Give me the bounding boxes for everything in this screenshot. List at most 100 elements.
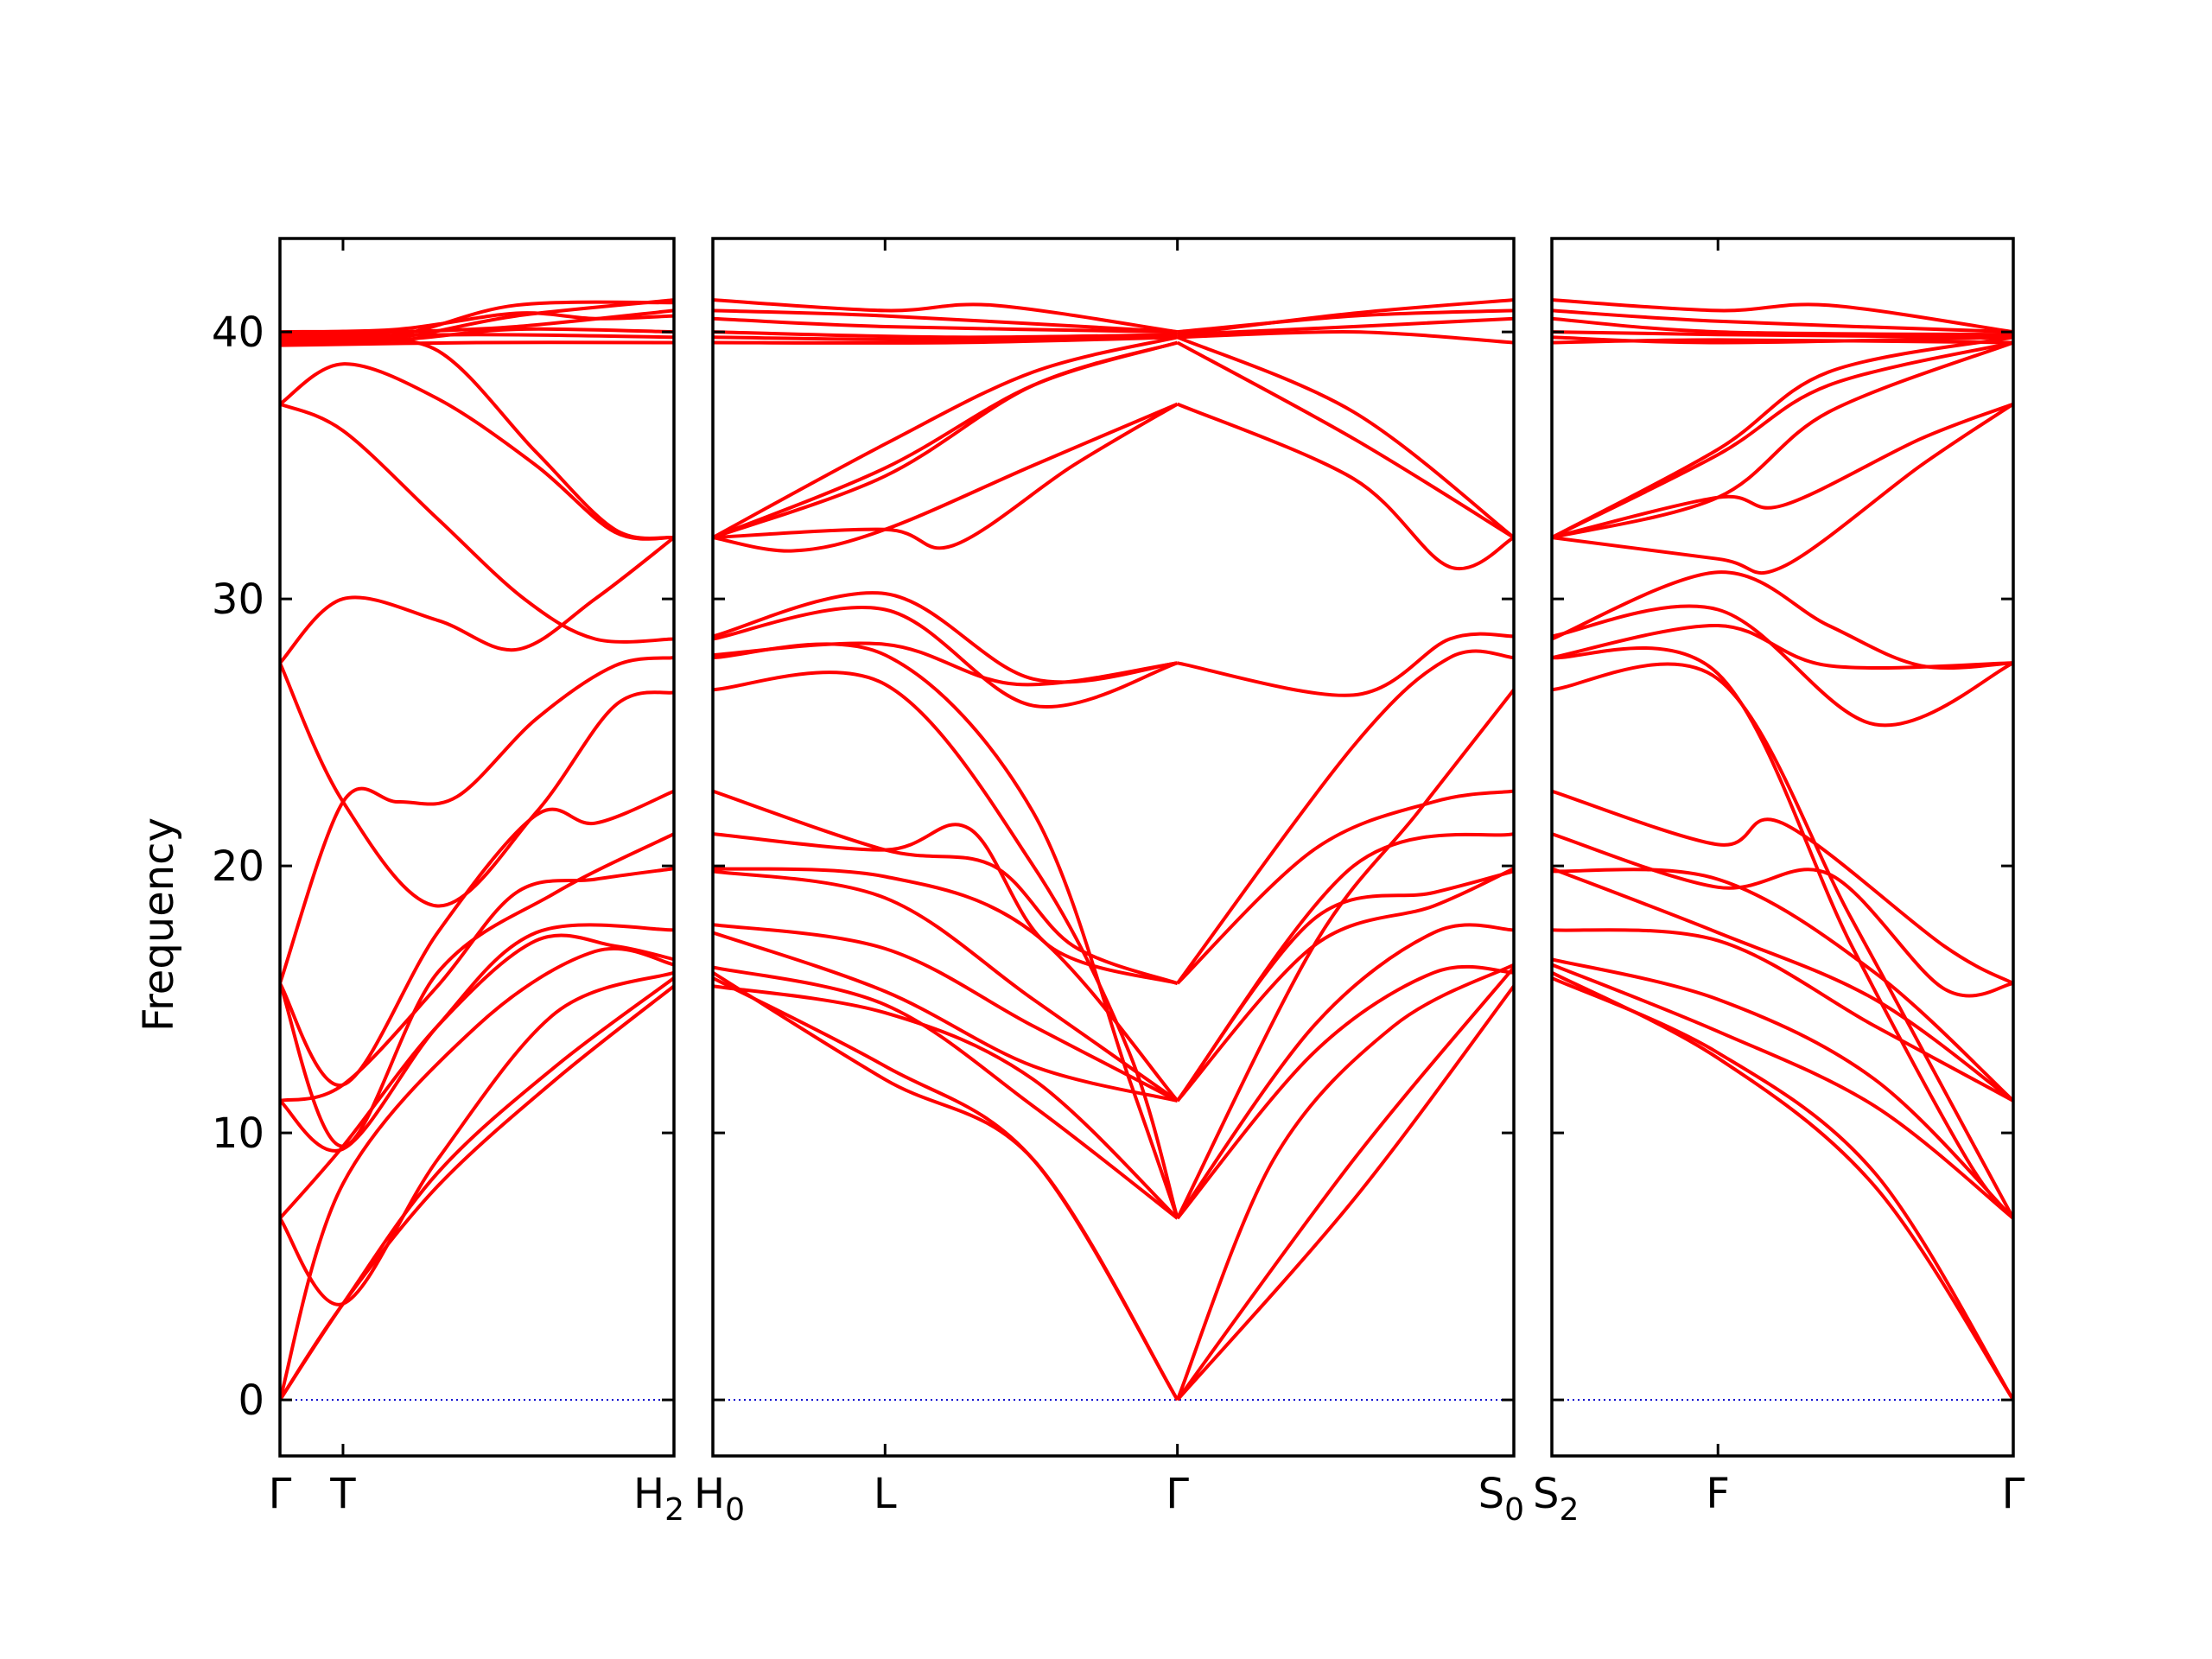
phonon-band bbox=[1552, 335, 2013, 539]
phonon-band bbox=[1176, 832, 1514, 1103]
panel-frame bbox=[1550, 237, 2015, 1458]
panel-3 bbox=[1550, 237, 2015, 1458]
phonon-band bbox=[280, 970, 674, 1306]
x-tick-label: F bbox=[1706, 1470, 1730, 1518]
phonon-band bbox=[280, 923, 674, 1153]
phonon-band bbox=[1552, 976, 2013, 1402]
x-tick-label: Γ bbox=[2002, 1470, 2025, 1518]
phonon-band bbox=[1552, 645, 2013, 1220]
panel-2 bbox=[711, 237, 1516, 1458]
phonon-band bbox=[713, 923, 1179, 1103]
phonon-band bbox=[1552, 832, 2013, 998]
phonon-band bbox=[1552, 335, 2013, 345]
phonon-band bbox=[1552, 330, 2013, 340]
phonon-band bbox=[1552, 789, 2013, 985]
phonon-band bbox=[1552, 928, 2013, 1103]
phonon-band bbox=[1552, 402, 2013, 540]
x-tick-label: Γ bbox=[1166, 1470, 1189, 1518]
phonon-band bbox=[1176, 966, 1514, 1402]
phonon-band bbox=[1552, 340, 2013, 539]
phonon-band bbox=[713, 340, 1179, 539]
phonon-band bbox=[280, 298, 674, 342]
phonon-band bbox=[1552, 868, 2013, 1103]
phonon-band bbox=[1176, 789, 1514, 985]
phonon-band bbox=[713, 316, 1178, 334]
phonon-band bbox=[713, 931, 1179, 1103]
phonon-band bbox=[1177, 308, 1514, 334]
phonon-band bbox=[1552, 963, 2013, 1220]
x-tick-label: H0 bbox=[694, 1470, 745, 1528]
y-tick-label: 20 bbox=[212, 842, 264, 891]
phonon-band bbox=[1176, 964, 1514, 1220]
phonon-band bbox=[280, 933, 674, 1220]
panel-3-bands bbox=[1552, 298, 2013, 1402]
y-axis-ticks: 0 10 20 30 40 bbox=[212, 308, 264, 1425]
x-axis-ticks: Γ T H2 H0 L Γ S0 S2 F Γ bbox=[269, 1470, 2025, 1528]
phonon-band bbox=[280, 656, 674, 984]
phonon-band bbox=[280, 340, 674, 347]
y-tick-label: 10 bbox=[212, 1109, 264, 1158]
panel-1-bands bbox=[280, 298, 674, 1402]
phonon-band bbox=[713, 971, 1179, 1402]
x-tick-label: S2 bbox=[1533, 1470, 1579, 1528]
phonon-band bbox=[280, 976, 674, 1402]
phonon-band bbox=[713, 591, 1178, 684]
phonon-band bbox=[1552, 867, 2013, 1103]
phonon-band bbox=[713, 789, 1179, 985]
phonon-band bbox=[280, 946, 674, 1401]
panels bbox=[278, 237, 2015, 1458]
phonon-band bbox=[713, 606, 1179, 709]
phonon-band bbox=[713, 869, 1179, 1103]
phonon-band bbox=[713, 330, 1178, 340]
phonon-band bbox=[1552, 623, 2013, 671]
x-tick-label: T bbox=[329, 1470, 356, 1518]
panel-1 bbox=[278, 237, 676, 1458]
panel-2-bands bbox=[713, 298, 1514, 1402]
phonon-band bbox=[1552, 338, 2013, 345]
phonon-band bbox=[1176, 340, 1514, 539]
phonon-band bbox=[713, 335, 1179, 539]
x-tick-label: S0 bbox=[1478, 1470, 1524, 1528]
phonon-band bbox=[280, 362, 674, 541]
phonon-band bbox=[1175, 688, 1514, 1219]
phonon-band bbox=[713, 671, 1179, 1219]
phonon-band bbox=[1176, 335, 1514, 539]
y-axis-label: Frequency bbox=[135, 817, 183, 1032]
x-tick-label: H2 bbox=[633, 1470, 684, 1528]
phonon-band bbox=[713, 335, 1178, 345]
y-tick-label: 30 bbox=[212, 575, 264, 624]
phonon-band bbox=[1176, 649, 1514, 985]
phonon-band bbox=[713, 402, 1179, 550]
phonon-band bbox=[280, 402, 674, 644]
phonon-band bbox=[1552, 957, 2013, 1220]
phonon-band bbox=[1177, 316, 1514, 337]
phonon-band bbox=[1552, 402, 2013, 575]
phonon-band bbox=[1176, 402, 1514, 571]
phonon-band bbox=[1552, 298, 2013, 334]
phonon-band bbox=[1552, 316, 2013, 337]
phonon-band bbox=[1552, 570, 2013, 671]
phonon-band bbox=[1177, 329, 1514, 345]
phonon-band bbox=[713, 984, 1179, 1220]
phonon-band bbox=[280, 662, 674, 908]
phonon-band bbox=[713, 823, 1179, 986]
y-tick-label: 40 bbox=[212, 308, 264, 357]
x-tick-label: L bbox=[874, 1470, 897, 1518]
phonon-band bbox=[280, 338, 674, 540]
phonon-band bbox=[1552, 662, 2013, 1219]
panel-frame bbox=[711, 237, 1516, 1458]
phonon-band bbox=[713, 340, 1179, 539]
y-tick-label: 0 bbox=[238, 1376, 264, 1425]
phonon-band bbox=[713, 976, 1179, 1402]
phonon-band bbox=[1552, 604, 2013, 728]
phonon-band bbox=[1176, 923, 1514, 1220]
phonon-band bbox=[280, 832, 674, 1148]
phonon-band bbox=[280, 536, 674, 664]
phonon-band bbox=[1176, 985, 1514, 1402]
panel-frame bbox=[278, 237, 676, 1458]
phonon-band bbox=[1175, 963, 1514, 1401]
phonon-band bbox=[1552, 970, 2013, 1402]
phonon-band bbox=[280, 311, 674, 334]
phonon-band bbox=[713, 402, 1179, 553]
